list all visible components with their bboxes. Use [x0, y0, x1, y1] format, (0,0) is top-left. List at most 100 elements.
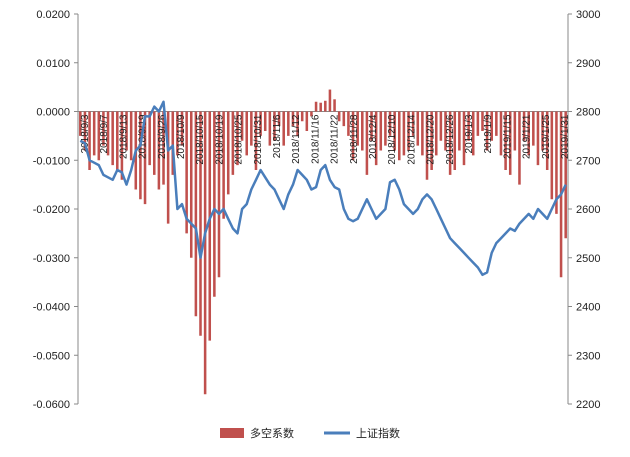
left-tick-label: -0.0600 — [33, 399, 70, 411]
bar — [532, 111, 535, 146]
bar — [370, 111, 373, 141]
bar — [402, 111, 406, 156]
bar — [319, 102, 322, 112]
left-tick-label: 0.0100 — [36, 58, 70, 70]
bar — [504, 111, 507, 170]
right-tick-label: 2400 — [576, 302, 600, 314]
bar — [120, 111, 124, 180]
category-label: 2018/12/26 — [445, 114, 456, 164]
left-tick-label: -0.0300 — [33, 253, 70, 265]
bar — [185, 111, 188, 234]
category-label: 2018/9/26 — [157, 114, 168, 159]
bar — [347, 111, 350, 136]
bar — [282, 111, 285, 146]
category-label: 2018/9/7 — [99, 114, 110, 153]
bar — [83, 111, 87, 151]
bar — [434, 111, 438, 156]
bar — [263, 111, 267, 131]
left-tick-label: -0.0200 — [33, 204, 70, 216]
right-tick-label: 2300 — [576, 350, 600, 362]
bar — [139, 111, 142, 200]
bar — [314, 101, 318, 112]
category-label: 2018/12/10 — [387, 114, 398, 164]
legend: 多空系数 上证指数 — [220, 426, 400, 440]
bar — [471, 111, 475, 156]
category-label: 2018/11/16 — [310, 114, 321, 164]
bar — [287, 111, 290, 136]
bar — [361, 111, 364, 151]
right-tick-label: 2700 — [576, 155, 600, 167]
category-label: 2018/12/20 — [426, 114, 437, 164]
left-tick-label: -0.0400 — [33, 302, 70, 314]
left-tick-label: -0.0500 — [33, 350, 70, 362]
bar — [351, 111, 355, 161]
bar — [296, 111, 299, 136]
bar — [476, 111, 480, 136]
bar — [407, 111, 410, 151]
bar — [342, 111, 346, 127]
bar — [481, 111, 484, 131]
bar — [398, 111, 401, 161]
bar — [545, 111, 549, 170]
bar — [245, 111, 248, 156]
bar — [79, 111, 82, 136]
bar — [310, 111, 313, 117]
bar — [102, 111, 105, 146]
category-label: 2018/10/25 — [234, 114, 245, 164]
bar — [111, 111, 114, 166]
bar — [518, 111, 521, 185]
category-label: 2018/11/22 — [330, 114, 341, 164]
bar — [328, 89, 332, 112]
category-label: 2018/10/31 — [253, 114, 264, 164]
bar — [365, 111, 369, 175]
bar — [333, 99, 336, 112]
category-label: 2018/9/3 — [80, 114, 91, 153]
legend-swatch-bar — [220, 428, 244, 438]
bar — [564, 111, 567, 239]
bar — [356, 111, 359, 146]
bar — [555, 111, 558, 214]
bar — [324, 100, 327, 112]
right-tick-label: 3000 — [576, 9, 600, 21]
bar — [268, 111, 272, 146]
category-label: 2018/11/6 — [272, 114, 283, 158]
bar — [508, 111, 512, 175]
bar — [495, 111, 498, 136]
bar — [416, 111, 420, 146]
bar — [176, 111, 179, 156]
bar — [388, 111, 392, 136]
bar — [88, 111, 91, 170]
left-tick-label: -0.0100 — [33, 155, 70, 167]
right-tick-label: 2800 — [576, 107, 600, 119]
bar — [194, 111, 198, 317]
bar — [513, 111, 517, 151]
bar — [337, 111, 341, 122]
bar — [305, 111, 309, 131]
bar — [148, 111, 151, 166]
bar — [236, 111, 239, 166]
bar — [208, 111, 212, 341]
bar — [527, 111, 530, 156]
bar — [162, 111, 165, 185]
category-label: 2018/9/13 — [118, 114, 129, 159]
bar — [273, 111, 276, 141]
bar — [430, 111, 433, 170]
bar — [166, 111, 170, 224]
bar — [393, 111, 396, 151]
bar — [499, 111, 503, 156]
bar — [240, 111, 244, 141]
bar — [203, 111, 207, 395]
bar — [254, 111, 258, 170]
bar — [522, 111, 526, 141]
category-label: 2018/11/28 — [349, 114, 360, 164]
bar — [300, 111, 304, 122]
bar — [421, 111, 424, 156]
category-label: 2018/10/15 — [195, 114, 206, 164]
bar — [222, 111, 225, 219]
bar — [485, 111, 489, 151]
bar — [217, 111, 221, 278]
bar — [226, 111, 230, 195]
right-tick-label: 2200 — [576, 399, 600, 411]
bar — [448, 111, 452, 175]
